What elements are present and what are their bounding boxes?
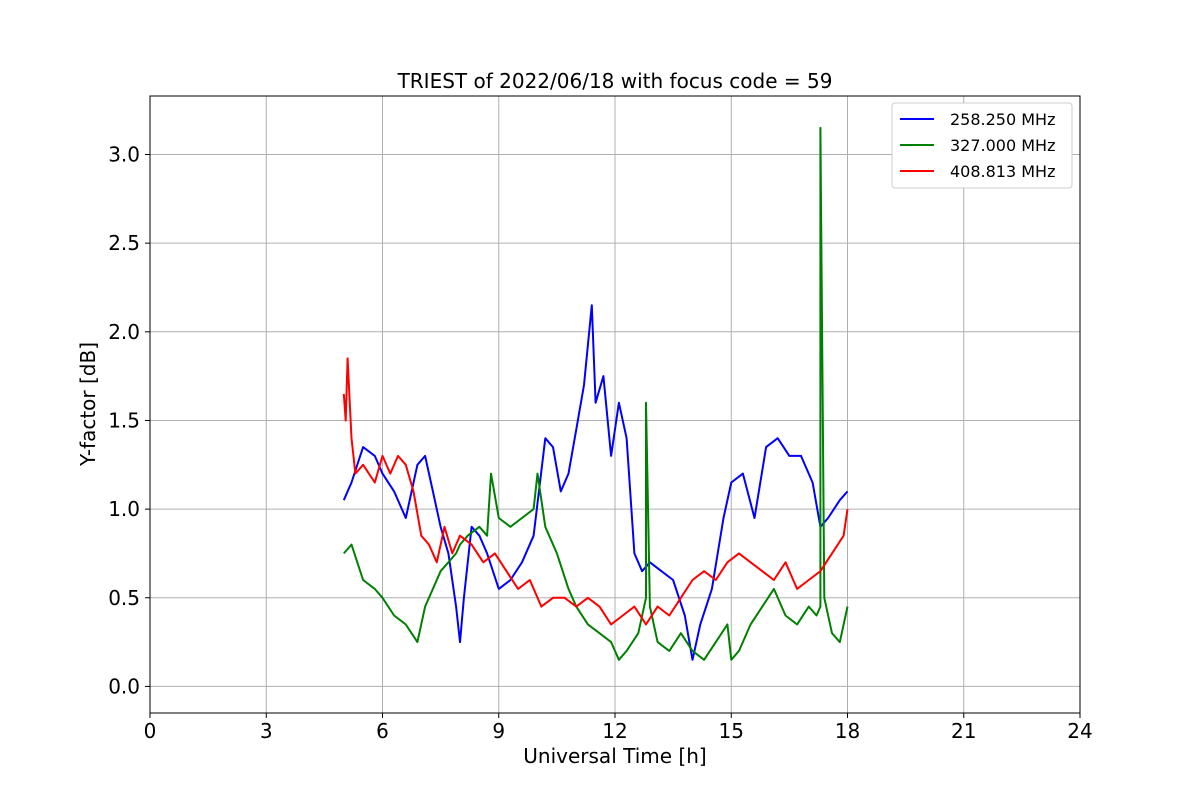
y-axis-label: Y-factor [dB] <box>76 342 100 467</box>
series-line-1 <box>342 304 849 661</box>
y-tick-label: 1.0 <box>108 497 140 521</box>
series-layer <box>342 126 849 661</box>
legend: 258.250 MHz 327.000 MHz 408.813 MHz <box>891 102 1073 189</box>
x-tick-label: 9 <box>492 719 505 743</box>
tick-layer: 0 3 6 9 12 15 18 21 24 0.0 0.5 1.0 1.5 2.0 2.5 3.0 <box>108 143 1093 743</box>
grid-layer <box>149 96 1081 713</box>
y-tick-label: 0.5 <box>108 586 140 610</box>
x-tick-label: 18 <box>835 719 860 743</box>
series-line-2 <box>343 126 849 661</box>
x-tick-label: 6 <box>376 719 389 743</box>
x-tick-label: 12 <box>602 719 627 743</box>
legend-label-1: 258.250 MHz <box>950 110 1055 129</box>
series-line-3 <box>342 357 849 626</box>
y-tick-label: 2.0 <box>108 320 140 344</box>
legend-label-3: 408.813 MHz <box>950 162 1055 181</box>
x-tick-label: 0 <box>144 719 157 743</box>
legend-label-2: 327.000 MHz <box>950 136 1055 155</box>
x-tick-label: 15 <box>719 719 744 743</box>
y-tick-label: 2.5 <box>108 231 140 255</box>
y-tick-label: 1.5 <box>108 408 140 432</box>
y-tick-label: 3.0 <box>108 143 140 167</box>
x-tick-label: 21 <box>951 719 976 743</box>
chart-title: TRIEST of 2022/06/18 with focus code = 5… <box>397 69 833 93</box>
legend-box <box>891 102 1073 189</box>
x-tick-label: 24 <box>1067 719 1092 743</box>
x-tick-label: 3 <box>260 719 273 743</box>
x-axis-label: Universal Time [h] <box>523 744 706 768</box>
y-tick-label: 0.0 <box>108 674 140 698</box>
